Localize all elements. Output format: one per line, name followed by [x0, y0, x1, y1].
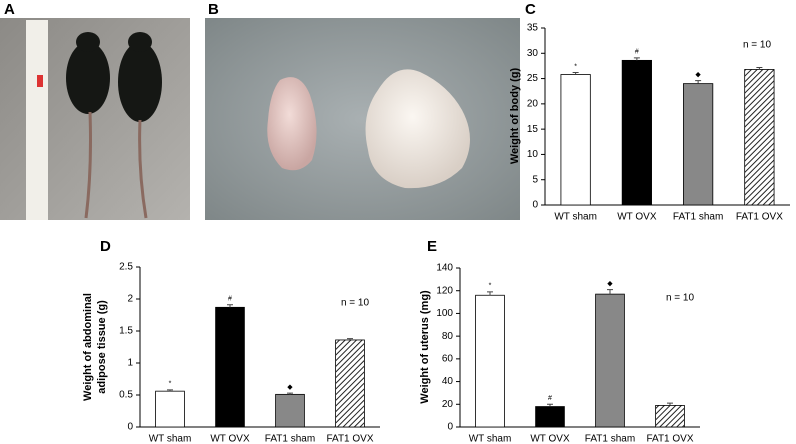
x-tick-label: WT sham [469, 434, 512, 444]
y-tick-label: 2.5 [119, 262, 133, 273]
bar [744, 69, 775, 206]
panel-label: C [525, 1, 536, 18]
y-axis-label: Weight of body (g) [509, 68, 521, 165]
x-tick-label: WT OVX [617, 212, 657, 223]
y-axis-label: Weight of uterus (mg) [419, 290, 431, 404]
error-bar [633, 57, 640, 61]
x-tick-label: WT OVX [530, 434, 570, 444]
y-tick-label: 0 [127, 422, 133, 433]
y-tick-label: 2 [127, 294, 133, 305]
y-tick-label: 60 [442, 353, 454, 364]
x-tick-label: WT OVX [210, 434, 250, 444]
significance-marker: * [169, 381, 172, 388]
bar [275, 393, 305, 428]
y-axis-label: adipose tissue (g) [96, 300, 108, 394]
bar [683, 83, 714, 206]
y-tick-label: 0.5 [119, 390, 133, 401]
bar [215, 306, 245, 428]
x-tick-label: WT sham [149, 434, 192, 444]
significance-marker: * [574, 63, 577, 70]
y-tick-label: 100 [436, 308, 453, 319]
y-tick-label: 30 [527, 48, 539, 59]
x-tick-label: FAT1 OVX [736, 212, 783, 223]
x-tick-label: FAT1 OVX [326, 434, 373, 444]
bar [155, 390, 185, 428]
y-tick-label: 5 [532, 174, 538, 185]
photo-mice [0, 18, 190, 220]
y-tick-label: 25 [527, 73, 539, 84]
annotation: n = 10 [743, 40, 772, 51]
error-bar [487, 291, 493, 296]
y-tick-label: 120 [436, 285, 453, 296]
x-tick-label: FAT1 sham [673, 212, 723, 223]
significance-marker: ◆ [695, 71, 701, 78]
y-tick-label: 140 [436, 263, 453, 274]
significance-marker: ◆ [607, 280, 613, 287]
y-tick-label: 0 [447, 422, 453, 433]
y-axis-label: Weight of abdominal [82, 293, 94, 401]
y-tick-label: 1 [127, 358, 133, 369]
significance-marker: # [228, 296, 232, 303]
y-tick-label: 10 [527, 149, 539, 160]
y-tick-label: 20 [442, 399, 454, 410]
bar [560, 74, 591, 206]
error-bar [607, 289, 613, 295]
panel-label: A [4, 1, 15, 18]
x-tick-label: FAT1 OVX [646, 434, 693, 444]
y-tick-label: 1.5 [119, 326, 133, 337]
significance-marker: # [635, 49, 639, 56]
error-bar [695, 80, 702, 84]
annotation: n = 10 [666, 293, 695, 304]
panel-label: E [427, 238, 437, 255]
error-bar [756, 66, 763, 70]
significance-marker: ◆ [287, 384, 293, 391]
y-tick-label: 40 [442, 376, 454, 387]
error-bar [167, 389, 173, 392]
error-bar [287, 392, 293, 395]
bar [655, 405, 685, 428]
x-tick-label: WT sham [554, 212, 597, 223]
error-bar [227, 304, 233, 308]
annotation: n = 10 [341, 298, 370, 309]
y-tick-label: 80 [442, 331, 454, 342]
panel-label: D [100, 238, 111, 255]
bar [595, 293, 625, 428]
bar [535, 406, 565, 428]
panel-label: B [208, 1, 219, 18]
photo-adipose [205, 18, 520, 220]
x-tick-label: FAT1 sham [585, 434, 635, 444]
bar [475, 294, 505, 428]
bar [335, 339, 365, 428]
error-bar [547, 403, 553, 407]
bar [621, 59, 652, 206]
error-bar [347, 338, 353, 340]
y-tick-label: 20 [527, 98, 539, 109]
x-tick-label: FAT1 sham [265, 434, 315, 444]
y-tick-label: 15 [527, 124, 539, 135]
error-bar [667, 402, 673, 406]
significance-marker: # [548, 395, 552, 402]
y-tick-label: 35 [527, 23, 539, 34]
significance-marker: * [489, 283, 492, 290]
error-bar [572, 72, 579, 75]
y-tick-label: 0 [532, 200, 538, 211]
